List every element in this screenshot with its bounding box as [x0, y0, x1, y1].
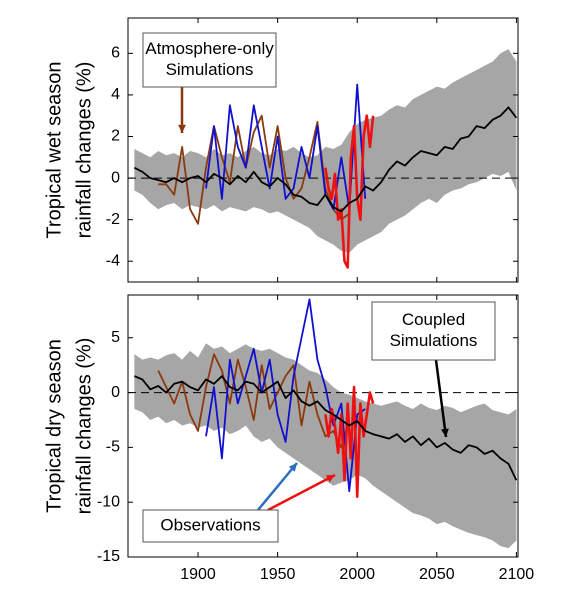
series-line [324, 114, 375, 269]
x-tick-label: 2000 [339, 566, 375, 583]
annotation-box [142, 509, 279, 543]
annotation-arrow [267, 473, 336, 512]
annotation-text: Simulations [390, 331, 478, 350]
y-tick-label: 5 [111, 329, 120, 346]
series-line [133, 106, 518, 213]
range-band [134, 49, 517, 253]
y-tick-label: -2 [106, 211, 120, 228]
range-band [134, 343, 517, 549]
annotation-arrow [257, 462, 298, 511]
y-tick-label: 2 [111, 128, 120, 145]
arrow-head [178, 124, 186, 133]
annotation-box [142, 32, 277, 88]
y-tick-label: 6 [111, 45, 120, 62]
y-axis-label: rainfall changes (%) [73, 338, 95, 515]
annotation-text: Coupled [402, 310, 465, 329]
plot-body [128, 49, 518, 269]
arrow-head [288, 463, 297, 472]
x-tick-label: 2050 [419, 566, 455, 583]
arrow-head [441, 428, 449, 437]
y-tick-label: 0 [111, 384, 120, 401]
y-tick-label: -15 [97, 548, 120, 565]
y-tick-label: 4 [111, 86, 120, 103]
plot-frame [127, 294, 519, 558]
series-line [157, 353, 351, 449]
annotation-text: Atmosphere-only [145, 39, 274, 58]
x-tick-label: 2100 [499, 566, 535, 583]
y-tick-label: -4 [106, 252, 120, 269]
series-line [158, 114, 350, 225]
panel: -4 -2 0 2 4 6 Tropical wet season rainfall chan… [43, 17, 519, 283]
annotation-text: Simulations [166, 60, 254, 79]
y-axis-label: rainfall changes (%) [73, 62, 95, 239]
series-line [324, 385, 375, 499]
plot-frame [127, 17, 519, 283]
y-tick-label: 0 [111, 169, 120, 186]
arrow-head [326, 475, 335, 483]
annotation-box [371, 301, 496, 361]
y-tick-label: -10 [97, 493, 120, 510]
series-line [205, 83, 367, 211]
y-axis-label: Tropical dry season [43, 339, 65, 513]
annotation-text: Observations [160, 515, 260, 534]
panel: -15 -10 -5 0 5 1900 1950 2000 2050 2100 Tropical d… [43, 294, 535, 583]
series-line [134, 375, 518, 481]
plot-body [128, 298, 518, 549]
y-axis-label: Tropical wet season [43, 61, 65, 238]
x-tick-label: 1900 [180, 566, 216, 583]
y-tick-label: -5 [106, 439, 120, 456]
annotation-arrow [434, 359, 448, 438]
series-line [205, 298, 366, 493]
x-tick-label: 1950 [260, 566, 296, 583]
